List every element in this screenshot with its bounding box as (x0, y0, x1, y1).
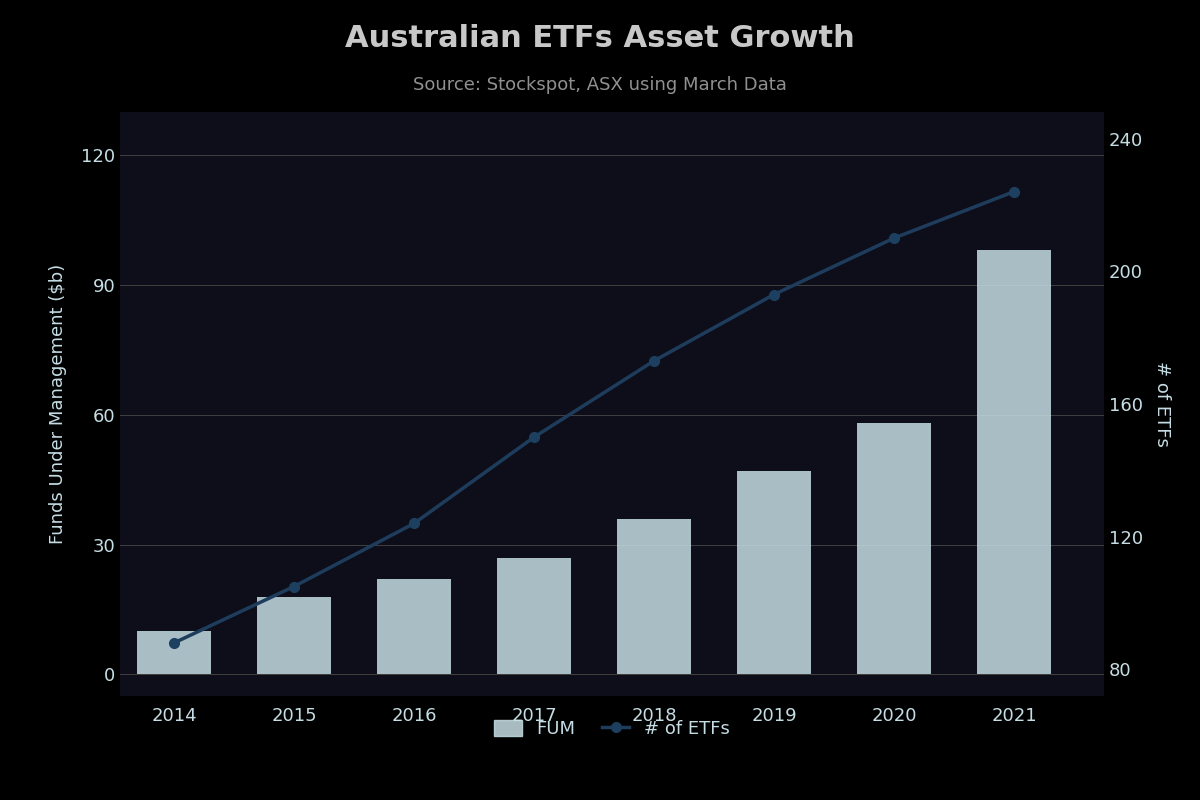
Bar (857, 423, 931, 674)
Text: Australian ETFs Asset Growth: Australian ETFs Asset Growth (346, 24, 854, 53)
Y-axis label: # of ETFs: # of ETFs (1153, 361, 1171, 447)
Bar (977, 250, 1051, 674)
Y-axis label: Funds Under Management ($b): Funds Under Management ($b) (49, 264, 67, 544)
Bar (257, 597, 331, 674)
Legend: FUM, # of ETFs: FUM, # of ETFs (487, 713, 737, 746)
Text: Source: Stockspot, ASX using March Data: Source: Stockspot, ASX using March Data (413, 76, 787, 94)
Bar (617, 518, 691, 674)
Bar (137, 631, 211, 674)
Bar (737, 471, 811, 674)
Bar (377, 579, 451, 674)
Bar (497, 558, 571, 674)
